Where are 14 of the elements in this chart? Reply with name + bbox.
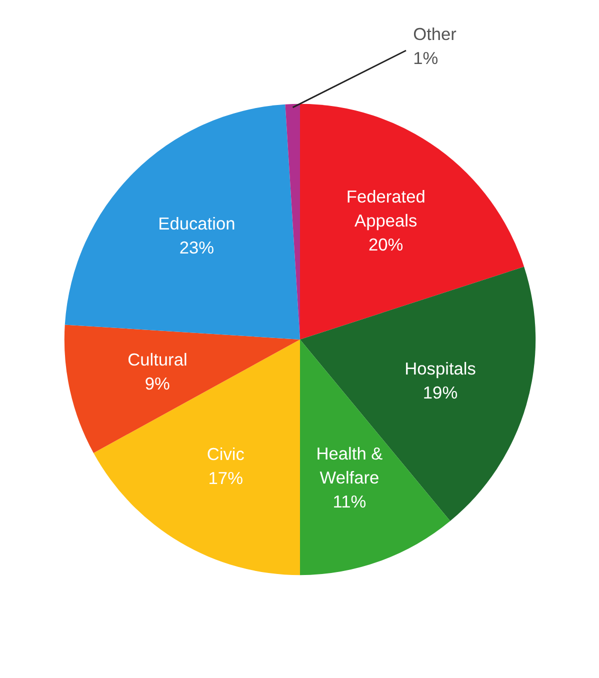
data-label: 1% xyxy=(413,48,438,68)
data-label: 17% xyxy=(208,468,243,488)
data-label: 19% xyxy=(422,382,458,402)
data-label: 9% xyxy=(144,374,170,394)
slice-label: Health & Welfare xyxy=(316,444,384,488)
data-label: 23% xyxy=(179,238,214,258)
slice-label: Education xyxy=(158,214,236,234)
data-label: 20% xyxy=(368,234,404,255)
slice-label: Hospitals xyxy=(404,358,476,378)
slice-label: Federated Appeals xyxy=(346,186,426,231)
slice-label: Cultural xyxy=(128,350,188,370)
data-label: 11% xyxy=(332,492,366,512)
slice-label: Other xyxy=(413,24,457,44)
slice-label: Civic xyxy=(206,444,245,464)
